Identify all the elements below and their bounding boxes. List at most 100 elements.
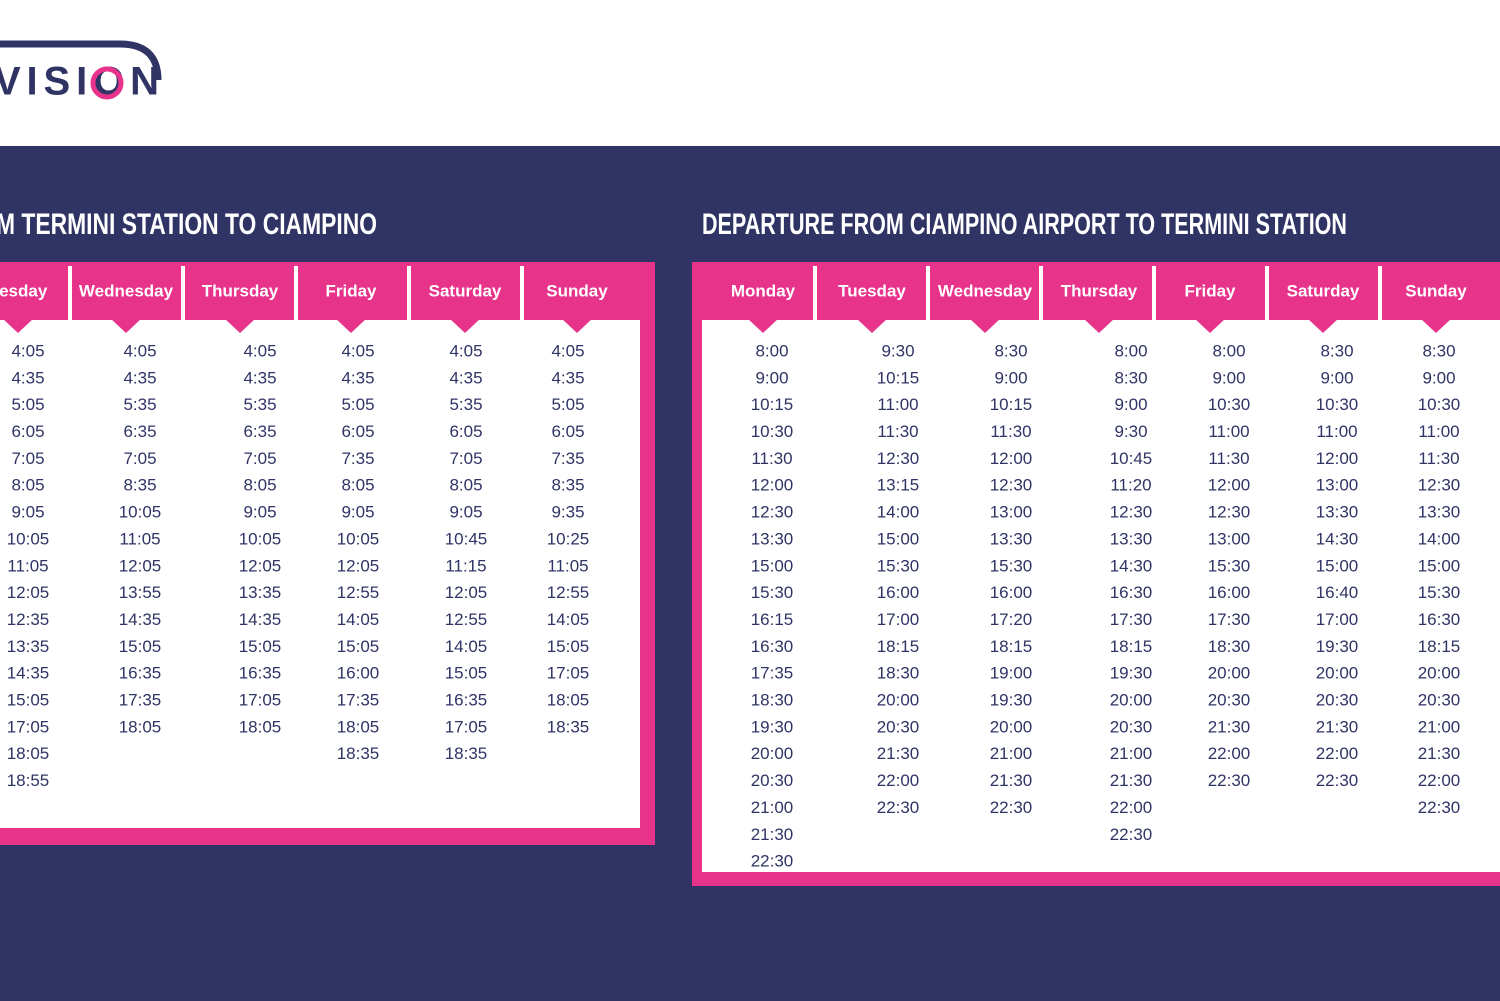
departure-time: 21:30 bbox=[1110, 771, 1153, 790]
departure-time: 19:30 bbox=[1316, 637, 1359, 656]
departure-time: 7:35 bbox=[341, 449, 374, 468]
departure-time: 15:30 bbox=[751, 583, 794, 602]
departure-time: 15:30 bbox=[877, 556, 920, 575]
departure-time: 4:35 bbox=[123, 368, 156, 387]
departure-time: 22:30 bbox=[1418, 798, 1461, 817]
header-band bbox=[0, 262, 655, 320]
departure-time: 16:15 bbox=[751, 610, 794, 629]
departure-time: 21:00 bbox=[751, 798, 794, 817]
departure-time: 4:05 bbox=[123, 341, 156, 360]
departure-time: 16:00 bbox=[337, 664, 380, 683]
departure-time: 9:00 bbox=[994, 368, 1027, 387]
header-pointer bbox=[1194, 318, 1226, 333]
departure-time: 11:30 bbox=[1208, 449, 1249, 468]
departure-time: 13:30 bbox=[751, 529, 794, 548]
departure-time: 10:45 bbox=[1110, 449, 1153, 468]
departure-time: 4:35 bbox=[11, 368, 44, 387]
departure-time: 22:00 bbox=[1208, 744, 1251, 763]
departure-time: 22:00 bbox=[1110, 798, 1153, 817]
departure-time: 8:05 bbox=[449, 476, 482, 495]
departure-time: 16:00 bbox=[1208, 583, 1251, 602]
departure-time: 12:00 bbox=[751, 476, 794, 495]
departure-time: 18:55 bbox=[7, 771, 50, 790]
departure-time: 15:00 bbox=[1418, 556, 1461, 575]
departure-time: 11:00 bbox=[1418, 422, 1459, 441]
departure-time: 4:05 bbox=[551, 341, 584, 360]
departure-time: 10:30 bbox=[1418, 395, 1461, 414]
departure-time: 20:30 bbox=[877, 717, 920, 736]
departure-time: 9:00 bbox=[1212, 368, 1245, 387]
departure-time: 6:05 bbox=[449, 422, 482, 441]
departure-time: 15:00 bbox=[877, 529, 920, 548]
departure-time: 16:40 bbox=[1316, 583, 1359, 602]
departure-time: 18:05 bbox=[119, 717, 162, 736]
departure-time: 11:15 bbox=[445, 556, 486, 575]
departure-time: 22:00 bbox=[1418, 771, 1461, 790]
departure-time: 12:55 bbox=[445, 610, 488, 629]
departure-time: 10:05 bbox=[239, 529, 282, 548]
departure-time: 4:05 bbox=[449, 341, 482, 360]
logo-ring bbox=[90, 66, 124, 100]
departure-time: 19:30 bbox=[1110, 664, 1153, 683]
departure-time: 5:35 bbox=[243, 395, 276, 414]
departure-time: 10:15 bbox=[751, 395, 794, 414]
departure-time: 10:15 bbox=[990, 395, 1033, 414]
header-pointer bbox=[561, 318, 593, 333]
departure-time: 8:05 bbox=[11, 476, 44, 495]
departure-time: 9:05 bbox=[341, 503, 374, 522]
departure-time: 18:15 bbox=[990, 637, 1033, 656]
day-header: Wednesday bbox=[938, 281, 1033, 300]
departure-time: 21:30 bbox=[1208, 717, 1251, 736]
departure-time: 16:30 bbox=[751, 637, 794, 656]
departure-time: 17:35 bbox=[337, 691, 380, 710]
day-header: Saturday bbox=[429, 281, 502, 300]
departure-time: 10:05 bbox=[337, 529, 380, 548]
day-header: Saturday bbox=[1287, 281, 1360, 300]
departure-time: 6:35 bbox=[123, 422, 156, 441]
header-separator bbox=[520, 266, 524, 322]
departure-time: 20:30 bbox=[1418, 691, 1461, 710]
departure-time: 5:05 bbox=[551, 395, 584, 414]
departure-time: 17:00 bbox=[1316, 610, 1359, 629]
departure-time: 15:30 bbox=[1208, 556, 1251, 575]
header-separator bbox=[1265, 266, 1269, 322]
departure-time: 4:05 bbox=[341, 341, 374, 360]
departure-time: 18:30 bbox=[877, 664, 920, 683]
departure-time: 14:30 bbox=[1110, 556, 1153, 575]
departure-time: 6:35 bbox=[243, 422, 276, 441]
departure-time: 8:30 bbox=[1114, 368, 1147, 387]
table-title: M TERMINI STATION TO CIAMPINO bbox=[0, 208, 377, 241]
departure-time: 9:05 bbox=[449, 503, 482, 522]
header-pointer bbox=[2, 318, 34, 333]
departure-time: 22:30 bbox=[1110, 825, 1153, 844]
header-separator bbox=[1378, 266, 1382, 322]
header-separator bbox=[181, 266, 185, 322]
departure-time: 16:30 bbox=[1110, 583, 1153, 602]
departure-time: 12:30 bbox=[751, 503, 794, 522]
departure-time: 20:30 bbox=[751, 771, 794, 790]
departure-time: 18:30 bbox=[1208, 637, 1251, 656]
departure-time: 7:05 bbox=[11, 449, 44, 468]
departure-time: 19:30 bbox=[751, 717, 794, 736]
departure-time: 18:35 bbox=[337, 744, 380, 763]
departure-time: 21:30 bbox=[751, 825, 794, 844]
header-pointer bbox=[449, 318, 481, 333]
departure-time: 10:05 bbox=[7, 529, 50, 548]
header-separator bbox=[926, 266, 930, 322]
departure-time: 17:30 bbox=[1208, 610, 1251, 629]
departure-time: 8:00 bbox=[1212, 341, 1245, 360]
departure-time: 13:00 bbox=[990, 503, 1033, 522]
header-pointer bbox=[335, 318, 367, 333]
departure-time: 19:30 bbox=[990, 691, 1033, 710]
header-separator bbox=[813, 266, 817, 322]
departure-time: 17:35 bbox=[751, 664, 794, 683]
departure-time: 11:30 bbox=[877, 422, 918, 441]
day-header: Monday bbox=[731, 281, 796, 300]
header-pointer bbox=[747, 318, 779, 333]
departure-time: 15:05 bbox=[547, 637, 590, 656]
departure-time: 6:05 bbox=[341, 422, 374, 441]
departure-time: 7:35 bbox=[551, 449, 584, 468]
departure-time: 5:35 bbox=[123, 395, 156, 414]
departure-time: 12:05 bbox=[445, 583, 488, 602]
departure-time: 22:30 bbox=[1208, 771, 1251, 790]
